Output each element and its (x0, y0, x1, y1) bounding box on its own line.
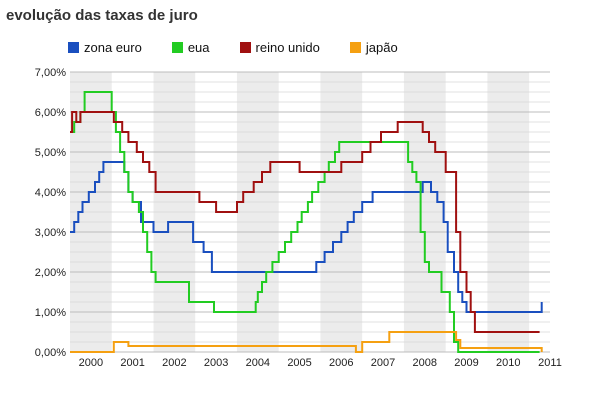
legend-swatch (171, 42, 183, 53)
series-line-eua (70, 91, 540, 353)
legend-label: japão (365, 40, 398, 55)
legend-swatch (349, 42, 361, 53)
y-tick-label: 2,00% (35, 267, 66, 279)
legend-label: zona euro (84, 40, 142, 55)
x-tick-label: 2005 (287, 357, 311, 369)
series-line-japão (70, 331, 543, 353)
legend-swatch (239, 42, 251, 53)
chart-legend: zona euro eua reino unido japão (68, 40, 428, 55)
chart-title: evolução das taxas de juro (6, 7, 198, 24)
y-tick-label: 0,00% (35, 347, 66, 359)
x-tick-label: 2004 (246, 357, 270, 369)
legend-swatch (68, 42, 79, 53)
legend-item: zona euro (68, 40, 142, 55)
x-tick-label: 2007 (371, 357, 395, 369)
x-tick-label: 2002 (162, 357, 186, 369)
x-tick-label: 2006 (329, 357, 353, 369)
y-tick-label: 5,00% (35, 147, 66, 159)
legend-item: japão (349, 40, 398, 55)
y-tick-label: 6,00% (35, 107, 66, 119)
y-tick-label: 7,00% (35, 67, 66, 79)
x-tick-label: 2011 (538, 357, 562, 369)
series-line-zona-euro (70, 161, 543, 313)
legend-label: reino unido (255, 40, 320, 55)
legend-label: eua (187, 40, 210, 55)
legend-item: reino unido (239, 40, 320, 55)
x-tick-label: 2001 (120, 357, 144, 369)
y-tick-label: 3,00% (35, 227, 66, 239)
y-tick-label: 1,00% (35, 307, 66, 319)
x-tick-label: 2010 (496, 357, 520, 369)
series-line-reino-unido (70, 111, 540, 333)
y-tick-label: 4,00% (35, 187, 66, 199)
x-tick-label: 2003 (204, 357, 228, 369)
x-tick-label: 2009 (454, 357, 478, 369)
legend-item: eua (171, 40, 210, 55)
x-tick-label: 2000 (79, 357, 103, 369)
x-tick-label: 2008 (413, 357, 437, 369)
